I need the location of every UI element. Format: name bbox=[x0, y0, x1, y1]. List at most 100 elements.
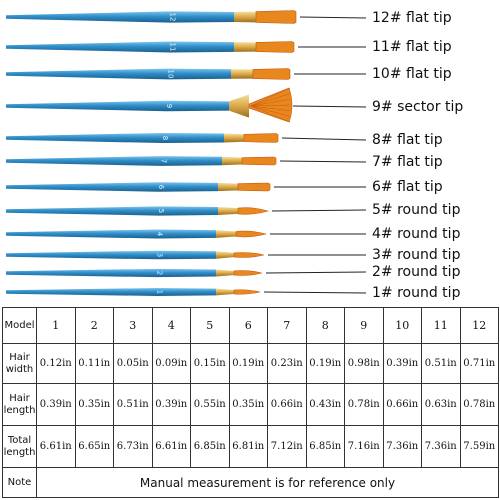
model-header: Model bbox=[2, 307, 37, 344]
flat-bristles bbox=[243, 133, 279, 143]
brush-number: 11 bbox=[168, 43, 176, 52]
leader-line bbox=[265, 271, 367, 274]
brush-1: 1 bbox=[6, 288, 367, 296]
total-length-cell: 6.85in bbox=[190, 425, 230, 468]
brush-number: 8 bbox=[161, 136, 169, 140]
hair-width-cell: 0.19in bbox=[228, 343, 268, 384]
total-length-cell: 7.59in bbox=[459, 425, 499, 468]
hair-length-cell: 0.39in bbox=[36, 383, 76, 426]
brush-handle bbox=[6, 132, 224, 144]
hair-width-cell: 0.71in bbox=[459, 343, 499, 384]
hair-width-row: Hair width 0.12in 0.11in 0.05in 0.09in 0… bbox=[2, 343, 499, 384]
hair-width-cell: 0.09in bbox=[151, 343, 191, 384]
hair-length-cell: 0.66in bbox=[267, 383, 307, 426]
model-cell: 10 bbox=[382, 307, 422, 344]
round-bristles bbox=[235, 230, 268, 238]
brush-10: 10 bbox=[6, 68, 366, 80]
brush-number: 2 bbox=[155, 271, 163, 275]
brush-6: 6 bbox=[6, 182, 366, 192]
brush-number: 10 bbox=[166, 70, 174, 79]
hair-width-cell: 0.98in bbox=[344, 343, 384, 384]
brush-ferrule bbox=[224, 133, 244, 143]
brush-number: 12 bbox=[168, 13, 176, 22]
total-length-cell: 7.36in bbox=[421, 425, 461, 468]
brush-5: 5 bbox=[6, 206, 367, 216]
total-length-cell: 6.81in bbox=[228, 425, 268, 468]
hair-width-cell: 0.12in bbox=[36, 343, 76, 384]
hair-length-cell: 0.43in bbox=[305, 383, 345, 426]
total-length-cell: 6.85in bbox=[305, 425, 345, 468]
brush-ferrule bbox=[216, 269, 234, 277]
brush-label-10: 10# flat tip bbox=[372, 66, 452, 82]
brush-number: 3 bbox=[155, 253, 163, 257]
brush-handle bbox=[6, 268, 216, 278]
hair-length-cell: 0.78in bbox=[344, 383, 384, 426]
leader-line bbox=[263, 291, 367, 294]
model-cell: 5 bbox=[190, 307, 230, 344]
hair-width-cell: 0.05in bbox=[113, 343, 153, 384]
brush-ferrule bbox=[218, 207, 238, 215]
brush-spec-table: Model 1 2 3 4 5 6 7 8 9 10 11 12 Hair wi… bbox=[2, 307, 499, 498]
hair-width-cell: 0.39in bbox=[382, 343, 422, 384]
total-length-cell: 7.36in bbox=[382, 425, 422, 468]
hair-width-cell: 0.51in bbox=[421, 343, 461, 384]
brush-label-3: 3# round tip bbox=[372, 247, 461, 263]
brush-4: 4 bbox=[6, 229, 366, 239]
brush-ferrule bbox=[222, 156, 242, 166]
hair-length-row: Hair length 0.39in 0.35in 0.51in 0.39in … bbox=[2, 383, 499, 426]
note-row: Note Manual measurement is for reference… bbox=[2, 467, 499, 498]
total-length-cell: 6.73in bbox=[113, 425, 153, 468]
total-length-cell: 6.65in bbox=[74, 425, 114, 468]
brush-ferrule bbox=[229, 94, 249, 118]
total-length-cell: 7.12in bbox=[267, 425, 307, 468]
brush-ferrule bbox=[234, 42, 256, 52]
brush-label-11: 11# flat tip bbox=[372, 39, 452, 55]
model-cell: 12 bbox=[459, 307, 499, 344]
brush-11: 11 bbox=[6, 41, 366, 53]
brush-number: 6 bbox=[157, 185, 165, 190]
brush-handle bbox=[6, 68, 231, 80]
brush-handle bbox=[6, 206, 218, 216]
model-cell: 6 bbox=[228, 307, 268, 344]
round-bristles bbox=[233, 289, 261, 295]
brush-handle bbox=[6, 229, 216, 239]
round-bristles bbox=[233, 252, 265, 258]
brush-label-2: 2# round tip bbox=[372, 264, 461, 280]
hair-width-cell: 0.15in bbox=[190, 343, 230, 384]
hair-width-cell: 0.19in bbox=[305, 343, 345, 384]
model-cell: 3 bbox=[113, 307, 153, 344]
brush-label-6: 6# flat tip bbox=[372, 179, 443, 195]
hair-length-cell: 0.35in bbox=[74, 383, 114, 426]
brush-label-1: 1# round tip bbox=[372, 285, 461, 301]
note-text: Manual measurement is for reference only bbox=[36, 467, 499, 498]
hair-length-cell: 0.78in bbox=[459, 383, 499, 426]
model-cell: 11 bbox=[421, 307, 461, 344]
flat-bristles bbox=[241, 156, 277, 166]
brush-handle bbox=[6, 250, 216, 260]
brush-label-4: 4# round tip bbox=[372, 226, 461, 242]
flat-bristles bbox=[252, 68, 291, 80]
hair-length-cell: 0.63in bbox=[421, 383, 461, 426]
leader-line bbox=[281, 137, 367, 141]
brush-handle bbox=[6, 156, 222, 166]
brush-set-image: 12 11 10 9 8 7 6 5 4 3 2 1 bbox=[6, 10, 367, 296]
brush-label-9: 9# sector tip bbox=[372, 99, 464, 115]
brush-12: 12 bbox=[6, 10, 367, 24]
brush-illustration: 12 11 10 9 8 7 6 5 4 3 2 1 12# flat tip 11# flat tip… bbox=[6, 10, 464, 301]
brush-ferrule bbox=[216, 288, 234, 296]
hair-width-cell: 0.23in bbox=[267, 343, 307, 384]
brush-ferrule bbox=[216, 251, 234, 259]
total-length-header: Total length bbox=[2, 425, 37, 468]
total-length-row: Total length 6.61in 6.65in 6.73in 6.61in… bbox=[2, 425, 499, 468]
brush-number: 5 bbox=[157, 209, 165, 213]
leader-line bbox=[271, 209, 367, 212]
total-length-cell: 6.61in bbox=[151, 425, 191, 468]
brush-ferrule bbox=[216, 230, 236, 238]
model-cell: 4 bbox=[151, 307, 191, 344]
model-row: Model 1 2 3 4 5 6 7 8 9 10 11 12 bbox=[2, 307, 499, 344]
brush-8: 8 bbox=[6, 132, 367, 144]
flat-bristles bbox=[255, 10, 297, 24]
model-cell: 9 bbox=[344, 307, 384, 344]
hair-width-cell: 0.11in bbox=[74, 343, 114, 384]
leader-line bbox=[299, 16, 367, 19]
